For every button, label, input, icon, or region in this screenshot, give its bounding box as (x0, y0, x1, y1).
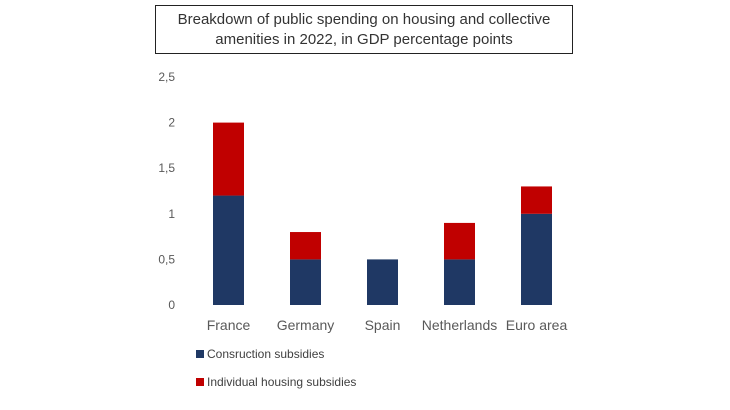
x-tick-label: Spain (365, 317, 401, 333)
legend-item-individual: Individual housing subsidies (196, 374, 356, 390)
bar-construction-spain (367, 259, 398, 305)
bar-individual-germany (290, 232, 321, 260)
legend: Consruction subsidies Individual housing… (196, 346, 356, 402)
legend-swatch-individual (196, 378, 204, 386)
x-tick-label: Germany (277, 317, 335, 333)
x-tick-label: Netherlands (422, 317, 498, 333)
x-tick-label: Euro area (506, 317, 568, 333)
x-tick-label: France (207, 317, 251, 333)
legend-swatch-construction (196, 350, 204, 358)
bar-individual-euro-area (521, 186, 552, 214)
y-tick-label: 2,5 (158, 70, 175, 84)
bar-individual-france (213, 122, 244, 196)
y-tick-label: 0,5 (158, 252, 175, 266)
bar-construction-france (213, 195, 244, 305)
y-tick-label: 0 (168, 298, 175, 312)
y-tick-label: 1 (168, 207, 175, 221)
bar-individual-netherlands (444, 222, 475, 260)
bar-construction-germany (290, 259, 321, 305)
bar-construction-euro-area (521, 213, 552, 305)
legend-label-construction: Consruction subsidies (207, 347, 325, 361)
y-tick-label: 2 (168, 116, 175, 130)
legend-label-individual: Individual housing subsidies (207, 375, 357, 389)
bar-construction-netherlands (444, 259, 475, 305)
y-tick-label: 1,5 (158, 161, 175, 175)
legend-item-construction: Consruction subsidies (196, 346, 356, 362)
chart-title: Breakdown of public spending on housing … (155, 5, 573, 54)
